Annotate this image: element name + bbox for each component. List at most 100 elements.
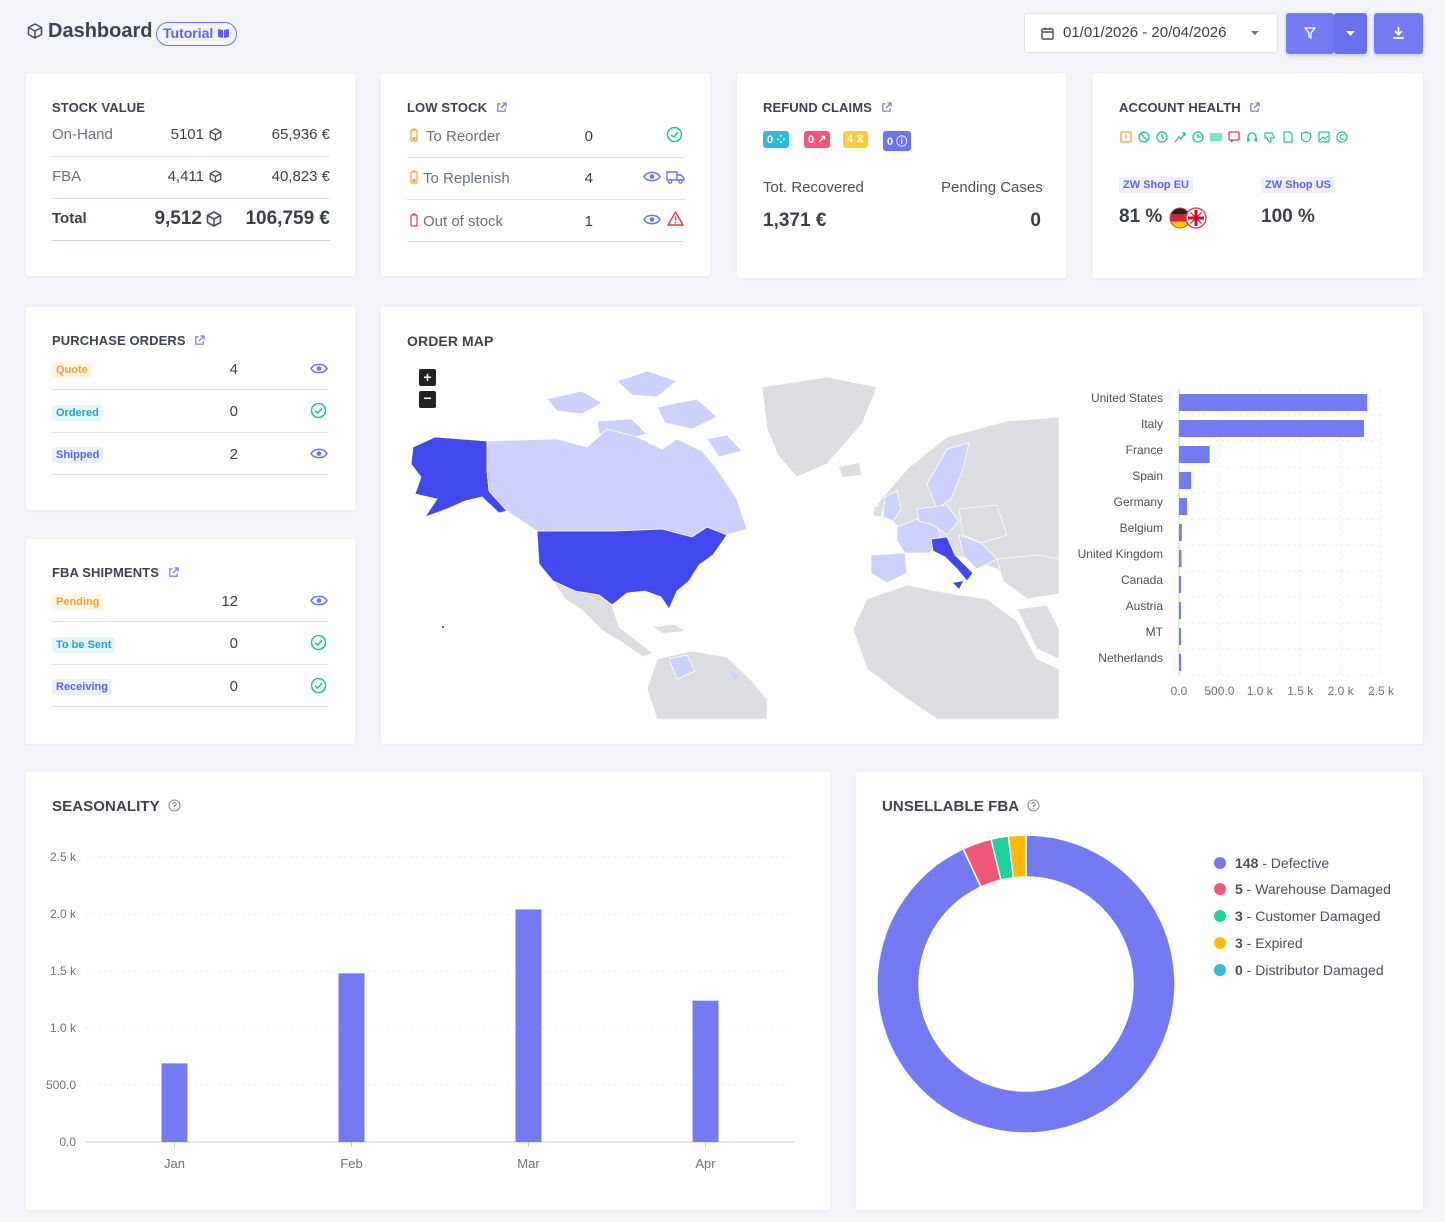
legend-swatch (1214, 857, 1226, 869)
month-bar (338, 973, 365, 1142)
tutorial-button[interactable]: Tutorial (156, 22, 238, 46)
flag-uk-icon (1185, 207, 1207, 229)
barcode-icon[interactable] (1210, 131, 1222, 143)
headset-icon[interactable] (1246, 131, 1258, 143)
external-link-icon[interactable] (496, 102, 507, 113)
claims-badge-sync[interactable]: 0 ⁘ (763, 131, 790, 148)
question-icon: ⓘ (896, 136, 908, 148)
block-icon[interactable] (1138, 131, 1150, 143)
country-bar (1179, 602, 1181, 619)
book-icon (218, 29, 230, 38)
legend-label: - Distributor Damaged (1242, 962, 1384, 978)
y-tick-label: 0.0 (59, 1135, 76, 1149)
caret-down-icon (1251, 31, 1259, 35)
pending-count: 12 (221, 593, 238, 610)
external-link-icon[interactable] (1249, 102, 1261, 113)
spain-region[interactable] (870, 552, 908, 584)
country-bar (1179, 576, 1182, 593)
stock-total-value: 106,759 € (245, 208, 330, 229)
help-icon[interactable] (168, 799, 181, 812)
to-replenish-label: To Replenish (423, 170, 510, 187)
legend-distributor-damaged[interactable]: 0 - Distributor Damaged (1214, 962, 1384, 978)
month-bar (515, 909, 542, 1142)
to-reorder-label: To Reorder (426, 128, 501, 145)
date-range-picker[interactable]: 01/01/2026 - 20/04/2026 (1024, 13, 1278, 53)
world-map[interactable] (407, 359, 1059, 719)
legend-warehouse-damaged[interactable]: 5 - Warehouse Damaged (1214, 881, 1391, 897)
unsellable-donut-chart (876, 834, 1176, 1134)
external-link-icon[interactable] (168, 567, 179, 578)
eye-icon[interactable] (643, 213, 661, 226)
download-icon (1393, 27, 1404, 39)
zoom-in-button[interactable]: + (419, 369, 436, 386)
alert-icon[interactable] (1120, 131, 1132, 143)
filter-dropdown-button[interactable] (1334, 13, 1367, 54)
external-link-icon[interactable] (881, 102, 892, 113)
account-health-card: ACCOUNT HEALTH ZW Shop EU ZW Shop US 81 … (1093, 73, 1423, 278)
stock-value-title: STOCK VALUE (52, 100, 146, 115)
filter-button[interactable] (1286, 13, 1334, 54)
check-circle-icon[interactable] (310, 402, 327, 419)
donut-slice-defective (876, 834, 1176, 1134)
spinner-icon: ⁘ (776, 134, 786, 146)
copyright-icon[interactable] (1336, 131, 1348, 143)
canada-region[interactable] (486, 428, 748, 538)
legend-customer-damaged[interactable]: 3 - Customer Damaged (1214, 908, 1381, 924)
order-map-title: ORDER MAP (407, 333, 494, 349)
x-tick-label: 500.0 (1204, 684, 1234, 698)
box-icon (206, 211, 222, 227)
y-tick-label: 1.0 k (50, 1021, 77, 1035)
legend-swatch (1214, 937, 1226, 949)
fba-shipments-header: FBA SHIPMENTS (52, 565, 179, 580)
country-bar (1179, 394, 1368, 411)
help-icon[interactable] (1027, 799, 1040, 812)
check-circle-icon[interactable] (310, 677, 327, 694)
low-stock-header: LOW STOCK (407, 100, 507, 115)
thumbs-down-icon[interactable] (1264, 131, 1276, 143)
document-icon[interactable] (1282, 131, 1294, 143)
check-circle-icon[interactable] (310, 634, 327, 651)
eye-icon[interactable] (310, 447, 328, 460)
legend-label: - Expired (1242, 935, 1303, 951)
fba-shipments-title: FBA SHIPMENTS (52, 565, 159, 580)
shop-us-chip[interactable]: ZW Shop US (1261, 177, 1335, 193)
donut-slice-expired (1007, 834, 1027, 879)
stock-fba-value: 40,823 € (271, 168, 330, 185)
eye-icon[interactable] (310, 362, 328, 375)
y-tick-label: 2.5 k (50, 850, 77, 864)
ordered-count: 0 (229, 403, 238, 420)
claims-badge-question[interactable]: 0 ⓘ (883, 131, 912, 151)
battery-low-icon (410, 170, 418, 184)
shop-eu-chip[interactable]: ZW Shop EU (1119, 177, 1193, 193)
eye-icon[interactable] (310, 594, 328, 607)
claims-badge-pending[interactable]: 4 ⧖ (843, 131, 868, 148)
warning-icon[interactable] (667, 211, 684, 226)
check-circle-icon[interactable] (666, 126, 683, 143)
claims-badge-rejected[interactable]: 0 ↗ (804, 131, 831, 148)
italy-region[interactable] (930, 536, 974, 582)
health-metric-icons (1120, 131, 1360, 145)
external-link-icon[interactable] (194, 335, 206, 346)
shipping-icon[interactable] (1174, 131, 1186, 143)
download-button[interactable] (1374, 13, 1423, 54)
clock-icon[interactable] (1156, 131, 1168, 143)
caret-down-icon (1346, 31, 1355, 36)
eye-icon[interactable] (643, 170, 661, 183)
country-bar (1179, 498, 1188, 515)
shield-check-icon[interactable] (1300, 131, 1312, 143)
legend-expired[interactable]: 3 - Expired (1214, 935, 1303, 951)
legend-value: 148 (1235, 855, 1259, 871)
review-flag-icon[interactable] (1228, 131, 1240, 143)
time-check-icon[interactable] (1192, 131, 1204, 143)
truck-icon[interactable] (666, 170, 685, 184)
legend-value: 3 (1235, 935, 1243, 951)
status-badge-quote: Quote (52, 362, 92, 378)
uk-region[interactable] (882, 490, 902, 522)
legend-swatch (1214, 910, 1226, 922)
to-be-sent-count: 0 (229, 635, 238, 652)
legend-defective[interactable]: 148 - Defective (1214, 855, 1329, 871)
image-icon[interactable] (1318, 131, 1330, 143)
zoom-out-button[interactable]: − (419, 391, 436, 408)
battery-empty-icon (410, 213, 418, 227)
germany-region[interactable] (916, 504, 960, 536)
